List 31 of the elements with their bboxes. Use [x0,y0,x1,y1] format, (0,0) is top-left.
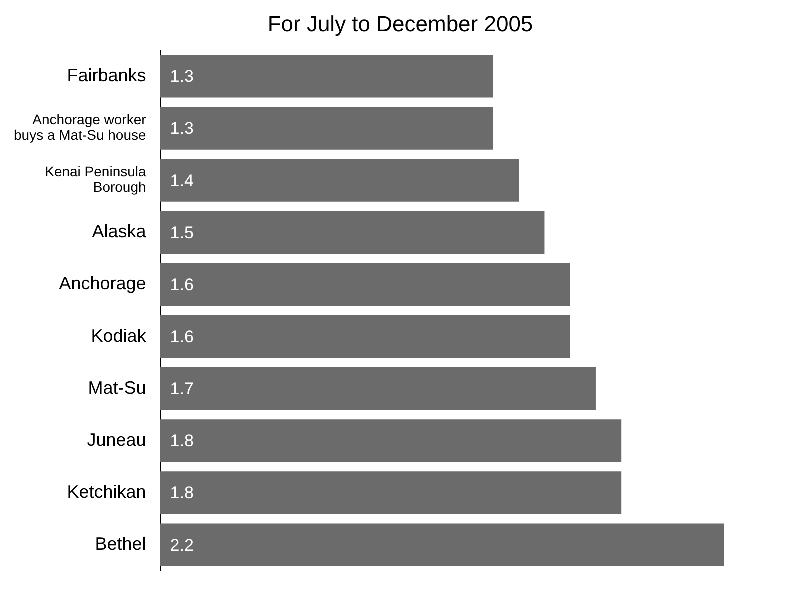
data-label: 1.6 [170,327,194,346]
bar [160,55,494,98]
data-label: 1.7 [170,380,194,399]
bar [160,524,724,566]
data-label: 1.4 [170,171,194,190]
y-tick-label: Fairbanks [67,65,146,86]
bar [160,211,545,254]
y-tick-label: Alaska [92,222,148,242]
chart-title: For July to December 2005 [268,11,534,36]
bar [160,420,622,462]
bar [160,315,570,358]
bar [160,159,520,202]
data-label: 1.8 [170,484,194,503]
bar [160,368,596,410]
y-tick-label: Kodiak [91,326,148,346]
y-tick-label: Juneau [87,430,146,450]
y-tick-label: Anchorage worker buys a Mat-Su house [14,112,147,144]
data-label: 1.8 [170,432,194,451]
data-label: 2.2 [170,536,194,555]
y-tick-label: Kenai Peninsula Borough [45,164,147,196]
y-tick-label: Bethel [95,534,146,554]
data-label: 1.5 [170,223,194,242]
data-label: 1.3 [170,67,194,86]
data-label: 1.3 [170,119,194,138]
y-tick-label: Anchorage [59,274,146,294]
bar [160,107,494,150]
y-tick-label: Ketchikan [67,482,146,502]
y-tick-label: Mat-Su [88,378,146,398]
bar [160,263,570,306]
data-label: 1.6 [170,275,194,294]
bar [160,472,622,514]
